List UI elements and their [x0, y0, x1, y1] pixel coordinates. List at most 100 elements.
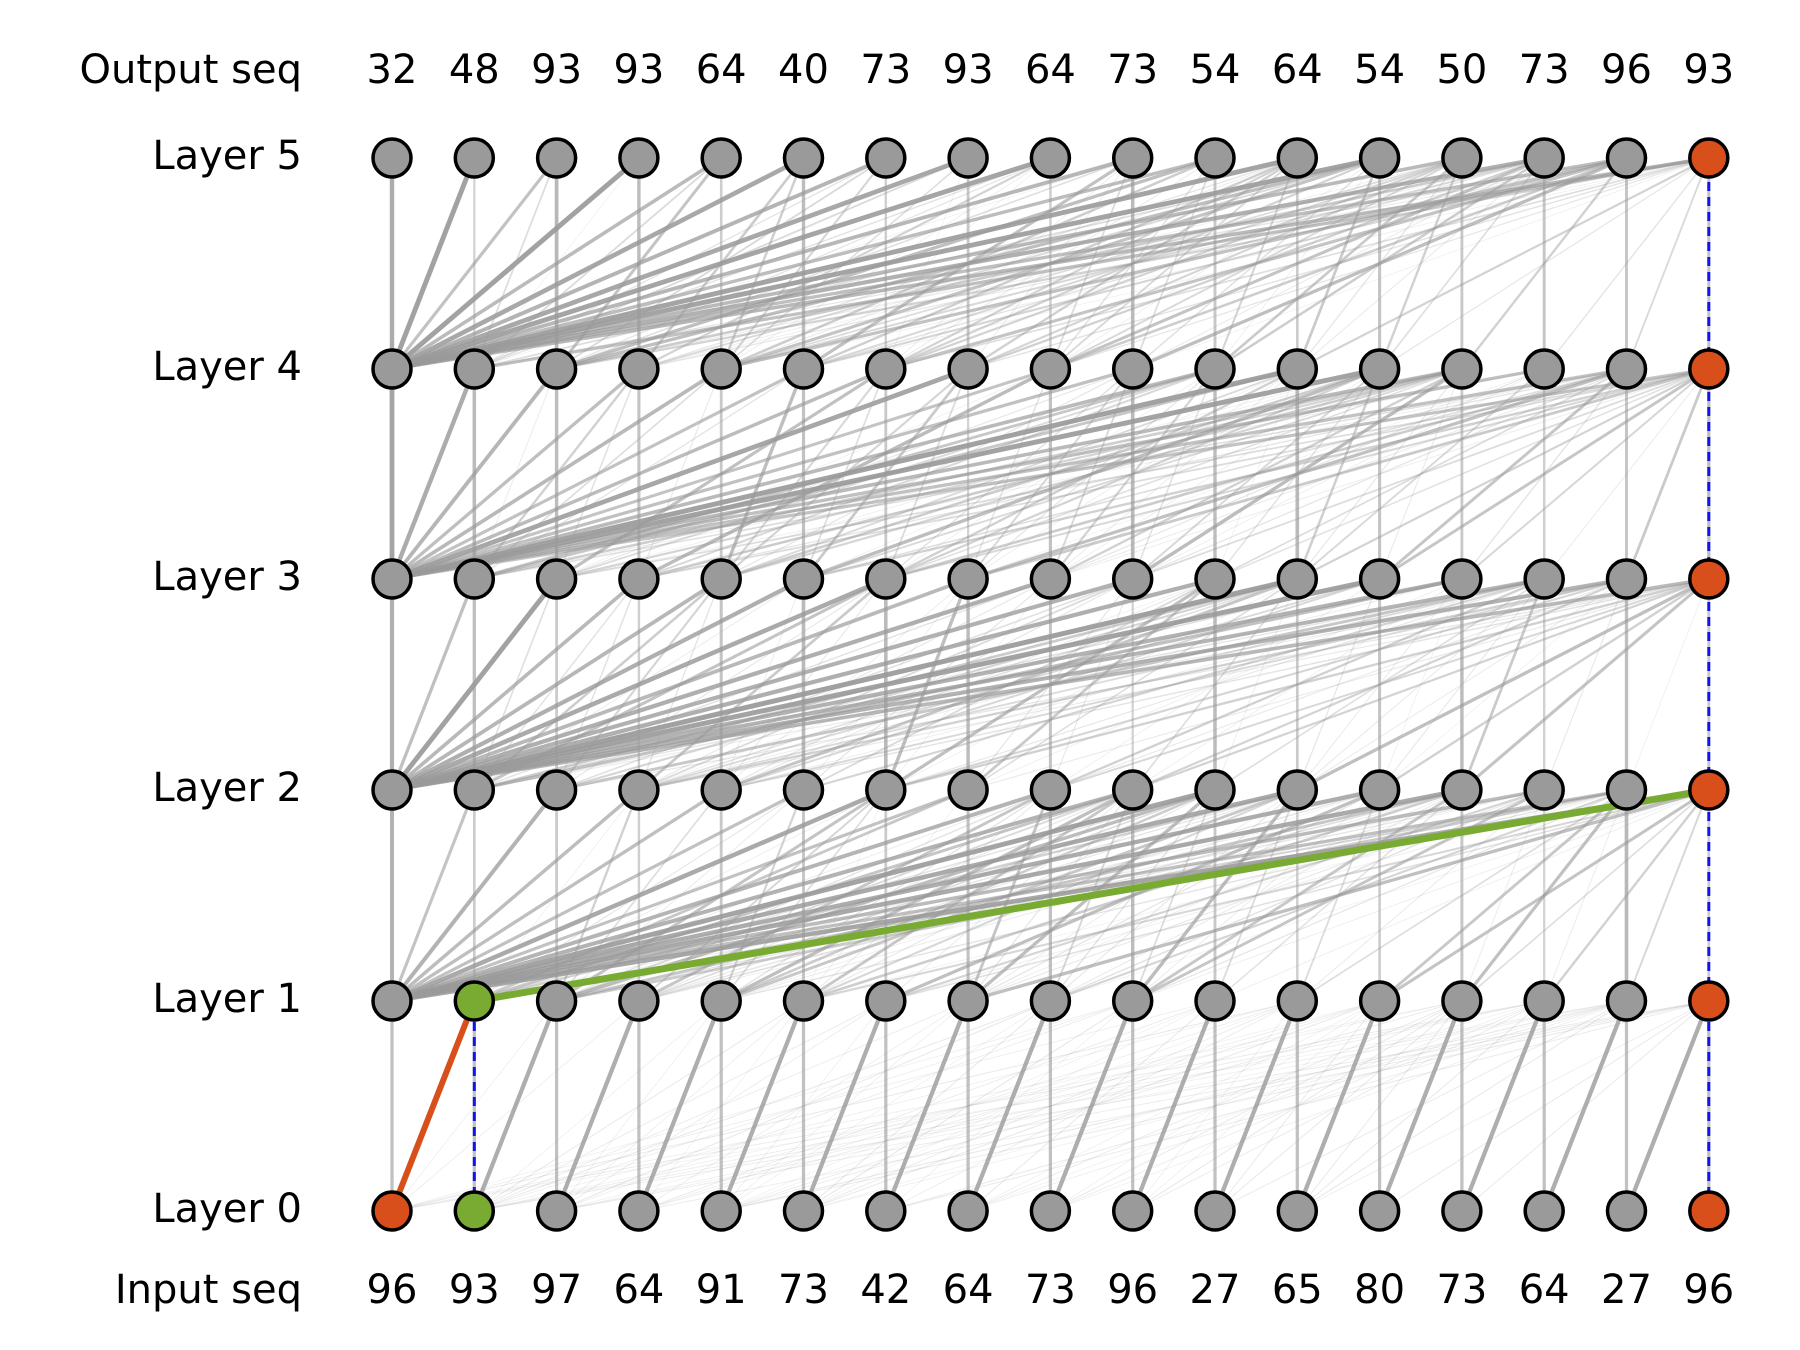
- token-node: [1358, 348, 1401, 390]
- attention-edge: [803, 1000, 1051, 1212]
- token-node: [1523, 348, 1565, 390]
- attention-edge: [1296, 577, 1710, 792]
- attention-edge: [554, 1000, 641, 1212]
- token-node: [1029, 348, 1072, 390]
- attention-edge: [1461, 1000, 1710, 1212]
- attention-edge: [1132, 368, 1710, 580]
- attention-edge: [474, 1000, 1545, 1212]
- token-node: [618, 137, 660, 179]
- attention-edge: [474, 1000, 1051, 1212]
- attention-edge: [885, 367, 1381, 581]
- output-token: 93: [531, 47, 582, 93]
- attention-edge: [390, 367, 559, 581]
- token-node: [1605, 137, 1648, 179]
- attention-edge: [1050, 157, 1709, 370]
- attention-edge: [389, 157, 477, 370]
- attention-edge: [885, 789, 1709, 1002]
- attention-edge: [1213, 1000, 1300, 1212]
- attention-edge: [556, 1000, 1133, 1212]
- attention-edge: [1132, 789, 1380, 1002]
- attention-edge: [638, 1000, 1380, 1212]
- attention-edge: [967, 788, 1710, 1003]
- token-node: [1276, 980, 1319, 1022]
- layer-1-label: Layer 1: [152, 976, 302, 1022]
- layer-3-label: Layer 3: [152, 554, 302, 600]
- attention-edge: [391, 576, 1298, 793]
- token-node: [1358, 980, 1401, 1022]
- attention-edge: [721, 1000, 1463, 1212]
- attention-edge: [1132, 789, 1627, 1002]
- attention-edge: [556, 578, 1709, 791]
- input-token: 93: [449, 1267, 500, 1313]
- attention-edge: [1130, 1000, 1217, 1212]
- attention-edge: [1543, 789, 1710, 1002]
- attention-edge: [885, 157, 1710, 370]
- token-node: [782, 348, 825, 390]
- attention-edge: [1543, 157, 1710, 370]
- attention-edge: [391, 155, 1381, 372]
- attention-edge: [1132, 1000, 1380, 1212]
- token-node: [1194, 558, 1236, 600]
- attention-edge: [1543, 368, 1710, 580]
- attention-edge: [391, 577, 805, 792]
- attention-edge: [1297, 1000, 1709, 1212]
- input-token: 96: [367, 1267, 418, 1313]
- attention-edge: [391, 367, 1627, 581]
- token-node: [1523, 137, 1565, 179]
- token-node: [700, 769, 742, 811]
- attention-edge: [1296, 578, 1381, 791]
- token-node: [1029, 137, 1072, 179]
- token-node: [371, 980, 413, 1022]
- attention-edge: [1379, 157, 1710, 370]
- attention-edge: [390, 577, 559, 792]
- attention-edge: [391, 156, 1134, 371]
- attention-edge: [638, 578, 1709, 791]
- attention-edge: [391, 788, 1545, 1003]
- input-token: 91: [696, 1267, 747, 1313]
- token-node: [1523, 980, 1565, 1022]
- attention-edge: [1050, 578, 1710, 791]
- attention-edge: [1132, 156, 1628, 371]
- attention-edge: [885, 368, 1463, 580]
- attention-edge: [474, 1000, 1627, 1212]
- output-token: 50: [1436, 47, 1487, 93]
- row-labels: Output seq Layer 5 Layer 4 Layer 3 Layer…: [80, 47, 303, 1313]
- attention-edge: [885, 577, 1710, 792]
- attention-edge: [474, 1000, 969, 1212]
- output-token: 93: [1683, 47, 1734, 93]
- attention-edge: [391, 156, 1710, 371]
- attention-edge: [1542, 1000, 1629, 1212]
- attention-edge: [391, 156, 887, 371]
- attention-edge: [967, 789, 1463, 1002]
- token-node: [1688, 980, 1730, 1022]
- attention-edge: [1625, 368, 1711, 580]
- attention-edge: [720, 578, 1627, 791]
- attention-edge: [391, 787, 1216, 1004]
- token-node: [535, 348, 578, 390]
- token-node: [1111, 769, 1154, 811]
- attention-edge: [391, 577, 969, 792]
- attention-edge: [1214, 368, 1710, 580]
- attention-edge: [1050, 1000, 1545, 1212]
- token-node: [947, 137, 989, 179]
- token-node: [1358, 1190, 1401, 1232]
- attention-edge: [556, 1000, 1709, 1212]
- attention-edge: [390, 577, 723, 792]
- token-node: [947, 1190, 989, 1232]
- token-node: [1441, 137, 1483, 179]
- attention-edge: [1132, 1000, 1545, 1212]
- attention-edge: [885, 1000, 1133, 1212]
- output-token: 73: [1107, 47, 1158, 93]
- attention-edge: [1296, 789, 1627, 1002]
- attention-edge: [391, 366, 969, 582]
- attention-edge: [967, 157, 1709, 370]
- token-node: [453, 980, 496, 1022]
- attention-edge: [1132, 578, 1463, 791]
- attention-edge: [720, 156, 1627, 371]
- attention-edge: [391, 787, 887, 1004]
- output-token: 54: [1190, 47, 1241, 93]
- attention-edge: [1461, 789, 1710, 1002]
- attention-edge: [474, 1000, 804, 1212]
- token-node: [782, 558, 825, 600]
- token-node: [947, 980, 989, 1022]
